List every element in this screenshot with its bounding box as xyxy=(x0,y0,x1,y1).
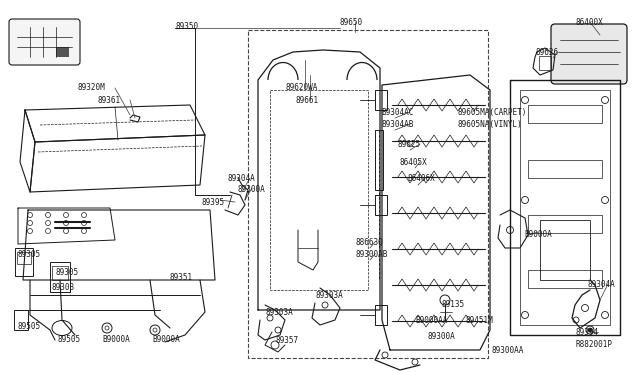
Text: 89394: 89394 xyxy=(575,328,598,337)
Bar xyxy=(528,270,602,288)
Text: 89304AB: 89304AB xyxy=(381,120,413,129)
Text: 89650: 89650 xyxy=(340,18,363,27)
Text: B9000A: B9000A xyxy=(524,230,552,239)
Text: 89395: 89395 xyxy=(202,198,225,207)
Text: 89505: 89505 xyxy=(57,335,80,344)
Text: 89605MA(CARPET): 89605MA(CARPET) xyxy=(457,108,526,117)
Bar xyxy=(375,305,387,325)
Text: 89661: 89661 xyxy=(295,96,318,105)
Text: B9000A: B9000A xyxy=(152,335,180,344)
Text: 89605NA(VINYL): 89605NA(VINYL) xyxy=(457,120,522,129)
Bar xyxy=(14,310,28,330)
Bar xyxy=(528,215,602,233)
Text: 89304A: 89304A xyxy=(228,174,256,183)
Text: R882001P: R882001P xyxy=(575,340,612,349)
FancyBboxPatch shape xyxy=(551,24,627,84)
Text: 89304A: 89304A xyxy=(587,280,615,289)
Text: B9000A: B9000A xyxy=(102,335,130,344)
Text: 89350: 89350 xyxy=(175,22,198,31)
Bar xyxy=(56,47,69,57)
Bar xyxy=(539,56,551,70)
Text: 89451M: 89451M xyxy=(466,316,493,325)
Text: 89303: 89303 xyxy=(52,283,75,292)
Bar xyxy=(520,90,610,325)
Bar xyxy=(375,195,387,215)
Bar xyxy=(248,30,488,358)
Text: 86400X: 86400X xyxy=(575,18,603,27)
Text: 89505: 89505 xyxy=(18,322,41,331)
Bar xyxy=(50,262,70,292)
Text: 89135: 89135 xyxy=(441,300,464,309)
Text: 89357: 89357 xyxy=(275,336,298,345)
Text: 89305: 89305 xyxy=(55,268,78,277)
Bar xyxy=(375,130,383,190)
Bar xyxy=(17,252,31,264)
Text: 89351: 89351 xyxy=(170,273,193,282)
Text: 89303A: 89303A xyxy=(265,308,292,317)
Text: B9304AC: B9304AC xyxy=(381,108,413,117)
Bar xyxy=(15,248,33,276)
Text: 88663Q: 88663Q xyxy=(356,238,384,247)
Text: 89300AA: 89300AA xyxy=(491,346,524,355)
Text: 89300A: 89300A xyxy=(428,332,456,341)
Text: 89626: 89626 xyxy=(536,48,559,57)
Text: 86405X: 86405X xyxy=(399,158,427,167)
FancyBboxPatch shape xyxy=(9,19,80,65)
Bar xyxy=(375,90,387,110)
Text: B9000AA: B9000AA xyxy=(415,316,447,325)
Bar xyxy=(52,266,68,280)
Text: 89620WA: 89620WA xyxy=(285,83,317,92)
Text: 89625: 89625 xyxy=(397,140,420,149)
Text: 89300A: 89300A xyxy=(237,185,265,194)
Text: 89361: 89361 xyxy=(98,96,121,105)
Bar xyxy=(528,105,602,123)
Bar xyxy=(540,220,590,280)
Text: 86406X: 86406X xyxy=(407,174,435,183)
Text: 89320M: 89320M xyxy=(78,83,106,92)
Text: 89305: 89305 xyxy=(18,250,41,259)
Text: 89303A: 89303A xyxy=(315,291,343,300)
Bar xyxy=(528,160,602,178)
Text: 89300AB: 89300AB xyxy=(356,250,388,259)
Circle shape xyxy=(588,328,592,332)
